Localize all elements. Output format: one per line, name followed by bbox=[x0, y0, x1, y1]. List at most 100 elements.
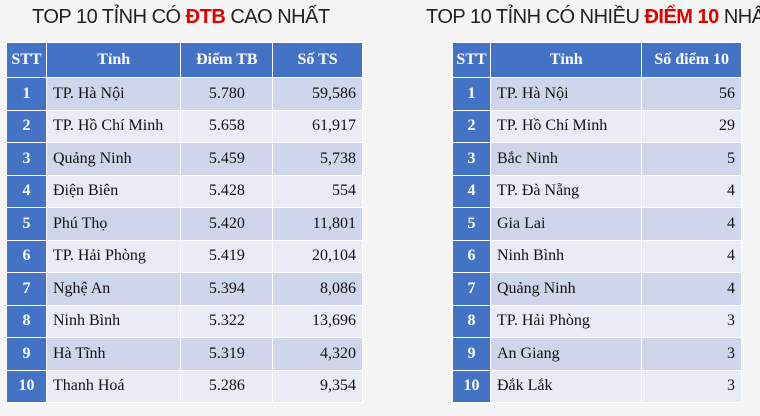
column-header: Tỉnh bbox=[489, 42, 643, 78]
rank-cell: 6 bbox=[6, 239, 47, 273]
table-row: 2 TP. Hồ Chí Minh 29 bbox=[452, 109, 742, 143]
table-row: 5 Gia Lai 4 bbox=[452, 207, 742, 241]
rank-cell: 10 bbox=[452, 369, 491, 403]
column-header: Số TS bbox=[272, 42, 363, 78]
table-row: 3 Bắc Ninh 5 bbox=[452, 142, 742, 176]
table-row: 8 Ninh Bình 5.322 13,696 bbox=[6, 304, 363, 338]
rank-cell: 8 bbox=[6, 304, 47, 338]
table-cell: 5.780 bbox=[180, 77, 274, 111]
table-cell: 8,086 bbox=[272, 272, 363, 306]
table-cell: 5.658 bbox=[180, 109, 274, 143]
table-cell: 4 bbox=[641, 272, 742, 306]
table-cell: 5.428 bbox=[180, 174, 274, 208]
table-cell: 20,104 bbox=[272, 239, 363, 273]
table-cell: 4 bbox=[641, 239, 742, 273]
title-text: NHẤT bbox=[723, 6, 760, 28]
table-cell: 3 bbox=[641, 337, 742, 371]
rank-cell: 7 bbox=[452, 272, 491, 306]
column-header: STT bbox=[6, 42, 47, 78]
table-cell: 4 bbox=[641, 174, 742, 208]
rank-cell: 1 bbox=[6, 77, 47, 111]
table-cell: 56 bbox=[641, 77, 742, 111]
table-cell: 3 bbox=[641, 369, 742, 403]
title-highlight: ĐTB bbox=[185, 6, 226, 28]
rank-cell: 5 bbox=[6, 207, 47, 241]
rank-cell: 2 bbox=[452, 109, 491, 143]
table-row: 5 Phú Thọ 5.420 11,801 bbox=[6, 207, 363, 241]
table-row: 10 Đắk Lắk 3 bbox=[452, 369, 742, 403]
title-text: CAO NHẤT bbox=[225, 6, 330, 28]
table-cell: 5.322 bbox=[180, 304, 274, 338]
table-cell: 9,354 bbox=[272, 369, 363, 403]
table-cell: Quảng Ninh bbox=[489, 272, 643, 306]
rank-cell: 3 bbox=[6, 142, 47, 176]
table-cell: 5 bbox=[641, 142, 742, 176]
table-row: 10 Thanh Hoá 5.286 9,354 bbox=[6, 369, 363, 403]
table-row: 8 TP. Hải Phòng 3 bbox=[452, 304, 742, 338]
table-cell: 59,586 bbox=[272, 77, 363, 111]
rank-cell: 1 bbox=[452, 77, 491, 111]
table-row: 4 TP. Đà Nẵng 4 bbox=[452, 174, 742, 208]
table-cell: 4,320 bbox=[272, 337, 363, 371]
table-cell: 5.419 bbox=[180, 239, 274, 273]
table-cell: 29 bbox=[641, 109, 742, 143]
table-cell: Quảng Ninh bbox=[45, 142, 182, 176]
table-cell: Nghệ An bbox=[45, 272, 182, 306]
rank-cell: 9 bbox=[452, 337, 491, 371]
table-cell: TP. Hồ Chí Minh bbox=[489, 109, 643, 143]
table-row: 4 Điện Biên 5.428 554 bbox=[6, 174, 363, 208]
title-text: TOP 10 TỈNH CÓ bbox=[32, 6, 186, 28]
title-text: TOP 10 TỈNH CÓ NHIỀU bbox=[426, 6, 645, 28]
table-cell: Ninh Bình bbox=[45, 304, 182, 338]
table-row: 2 TP. Hồ Chí Minh 5.658 61,917 bbox=[6, 109, 363, 143]
rank-cell: 5 bbox=[452, 207, 491, 241]
header-row: STT Tỉnh Số điểm 10 bbox=[452, 42, 742, 78]
table-cell: TP. Hà Nội bbox=[45, 77, 182, 111]
table-cell: Bắc Ninh bbox=[489, 142, 643, 176]
table-cell: Phú Thọ bbox=[45, 207, 182, 241]
table-row: 9 An Giang 3 bbox=[452, 337, 742, 371]
table-cell: 5.459 bbox=[180, 142, 274, 176]
table-cell: TP. Hà Nội bbox=[489, 77, 643, 111]
top-perfect-score-table: STT Tỉnh Số điểm 10 1 TP. Hà Nội 56 2 TP. Hồ Ch… bbox=[452, 42, 742, 403]
rank-cell: 8 bbox=[452, 304, 491, 338]
header-row: STT Tỉnh Điểm TB Số TS bbox=[6, 42, 363, 78]
rank-cell: 3 bbox=[452, 142, 491, 176]
title-highlight: ĐIỂM 10 bbox=[644, 6, 719, 28]
rank-cell: 4 bbox=[6, 174, 47, 208]
table-row: 7 Nghệ An 5.394 8,086 bbox=[6, 272, 363, 306]
table-cell: 13,696 bbox=[272, 304, 363, 338]
table-row: 1 TP. Hà Nội 56 bbox=[452, 77, 742, 111]
table-row: 6 TP. Hải Phòng 5.419 20,104 bbox=[6, 239, 363, 273]
table-cell: An Giang bbox=[489, 337, 643, 371]
rank-cell: 2 bbox=[6, 109, 47, 143]
table-cell: 3 bbox=[641, 304, 742, 338]
table-row: 9 Hà Tĩnh 5.319 4,320 bbox=[6, 337, 363, 371]
table-cell: TP. Hải Phòng bbox=[489, 304, 643, 338]
table-row: 6 Ninh Bình 4 bbox=[452, 239, 742, 273]
rank-cell: 4 bbox=[452, 174, 491, 208]
table-cell: TP. Hồ Chí Minh bbox=[45, 109, 182, 143]
table-cell: Thanh Hoá bbox=[45, 369, 182, 403]
table-cell: 4 bbox=[641, 207, 742, 241]
rank-cell: 10 bbox=[6, 369, 47, 403]
top-average-score-table: STT Tỉnh Điểm TB Số TS 1 TP. Hà Nội 5.780 59,58… bbox=[6, 42, 363, 403]
table-cell: Đắk Lắk bbox=[489, 369, 643, 403]
table-cell: 5.286 bbox=[180, 369, 274, 403]
table-cell: TP. Đà Nẵng bbox=[489, 174, 643, 208]
table-row: 7 Quảng Ninh 4 bbox=[452, 272, 742, 306]
column-header: STT bbox=[452, 42, 491, 78]
table-cell: Gia Lai bbox=[489, 207, 643, 241]
table-cell: 5.420 bbox=[180, 207, 274, 241]
table-cell: Điện Biên bbox=[45, 174, 182, 208]
table-row: 3 Quảng Ninh 5.459 5,738 bbox=[6, 142, 363, 176]
left-title: TOP 10 TỈNH CÓ ĐTB CAO NHẤT bbox=[32, 6, 330, 29]
table-cell: 5,738 bbox=[272, 142, 363, 176]
column-header: Điểm TB bbox=[180, 42, 274, 78]
rank-cell: 7 bbox=[6, 272, 47, 306]
table-cell: Hà Tĩnh bbox=[45, 337, 182, 371]
table-cell: 61,917 bbox=[272, 109, 363, 143]
table-cell: 554 bbox=[272, 174, 363, 208]
table-cell: TP. Hải Phòng bbox=[45, 239, 182, 273]
table-row: 1 TP. Hà Nội 5.780 59,586 bbox=[6, 77, 363, 111]
